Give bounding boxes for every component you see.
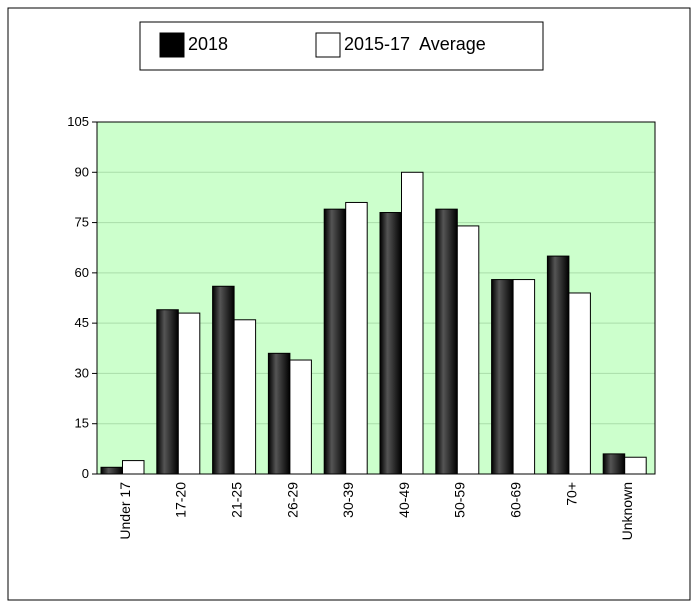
x-tick-label: 30-39 [340,482,356,518]
bar [602,453,626,475]
legend-swatch [159,32,185,58]
x-tick-label: Under 17 [117,482,133,540]
bar [212,285,235,475]
y-tick-label: 0 [82,466,89,481]
bar [233,319,257,475]
bar [345,201,368,475]
y-tick-label: 30 [75,365,89,380]
bar [624,456,647,475]
bar [267,352,291,475]
y-tick-label: 60 [75,265,89,280]
x-tick-label: 70+ [563,482,579,506]
bar [122,460,145,475]
bar [512,279,536,475]
x-tick-label: 17-20 [173,482,189,518]
x-tick-label: Unknown [619,482,635,540]
bar [100,466,123,475]
y-tick-label: 15 [75,416,89,431]
legend [139,21,544,71]
x-tick-label: 21-25 [229,482,245,518]
bar [491,279,514,475]
bar [568,292,591,475]
bar [289,359,312,475]
x-tick-label: 26-29 [284,482,300,518]
x-tick-label: 50-59 [452,482,468,518]
bar [456,225,480,475]
bar [435,208,458,475]
y-tick-label: 75 [75,215,89,230]
plot-border [96,121,656,475]
bar [546,255,570,475]
legend-swatch [315,32,341,58]
bar [379,212,402,475]
bar [323,208,347,475]
x-tick-label: 40-49 [396,482,412,518]
bar [177,312,201,475]
bar [401,171,424,475]
x-tick-label: 60-69 [508,482,524,518]
legend-label: 2018 [188,34,228,54]
y-tick-label: 105 [67,114,89,129]
y-tick-label: 90 [75,164,89,179]
bar [156,309,179,475]
legend-label: 2015-17 Average [344,34,486,54]
y-tick-label: 45 [75,315,89,330]
